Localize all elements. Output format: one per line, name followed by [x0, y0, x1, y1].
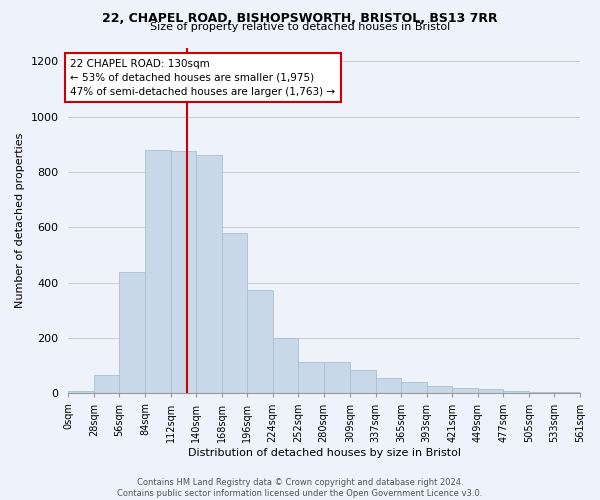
- Bar: [68, 390, 94, 394]
- Bar: [324, 362, 350, 394]
- Text: Size of property relative to detached houses in Bristol: Size of property relative to detached ho…: [150, 22, 450, 32]
- Text: Contains HM Land Registry data © Crown copyright and database right 2024.
Contai: Contains HM Land Registry data © Crown c…: [118, 478, 482, 498]
- Bar: [221, 233, 247, 394]
- Bar: [401, 382, 427, 394]
- Bar: [196, 156, 221, 394]
- Bar: [376, 378, 401, 394]
- Bar: [247, 290, 272, 394]
- Bar: [145, 150, 170, 394]
- Y-axis label: Number of detached properties: Number of detached properties: [15, 133, 25, 308]
- Bar: [119, 272, 145, 394]
- Bar: [298, 362, 324, 394]
- Bar: [554, 392, 580, 394]
- Bar: [350, 370, 376, 394]
- Bar: [427, 386, 452, 394]
- Bar: [272, 338, 298, 394]
- Bar: [452, 388, 478, 394]
- Text: 22 CHAPEL ROAD: 130sqm
← 53% of detached houses are smaller (1,975)
47% of semi-: 22 CHAPEL ROAD: 130sqm ← 53% of detached…: [70, 58, 335, 96]
- Text: 22, CHAPEL ROAD, BISHOPSWORTH, BRISTOL, BS13 7RR: 22, CHAPEL ROAD, BISHOPSWORTH, BRISTOL, …: [102, 12, 498, 26]
- X-axis label: Distribution of detached houses by size in Bristol: Distribution of detached houses by size …: [188, 448, 461, 458]
- Bar: [94, 376, 119, 394]
- Bar: [478, 390, 503, 394]
- Bar: [529, 392, 554, 394]
- Bar: [170, 152, 196, 394]
- Bar: [503, 390, 529, 394]
